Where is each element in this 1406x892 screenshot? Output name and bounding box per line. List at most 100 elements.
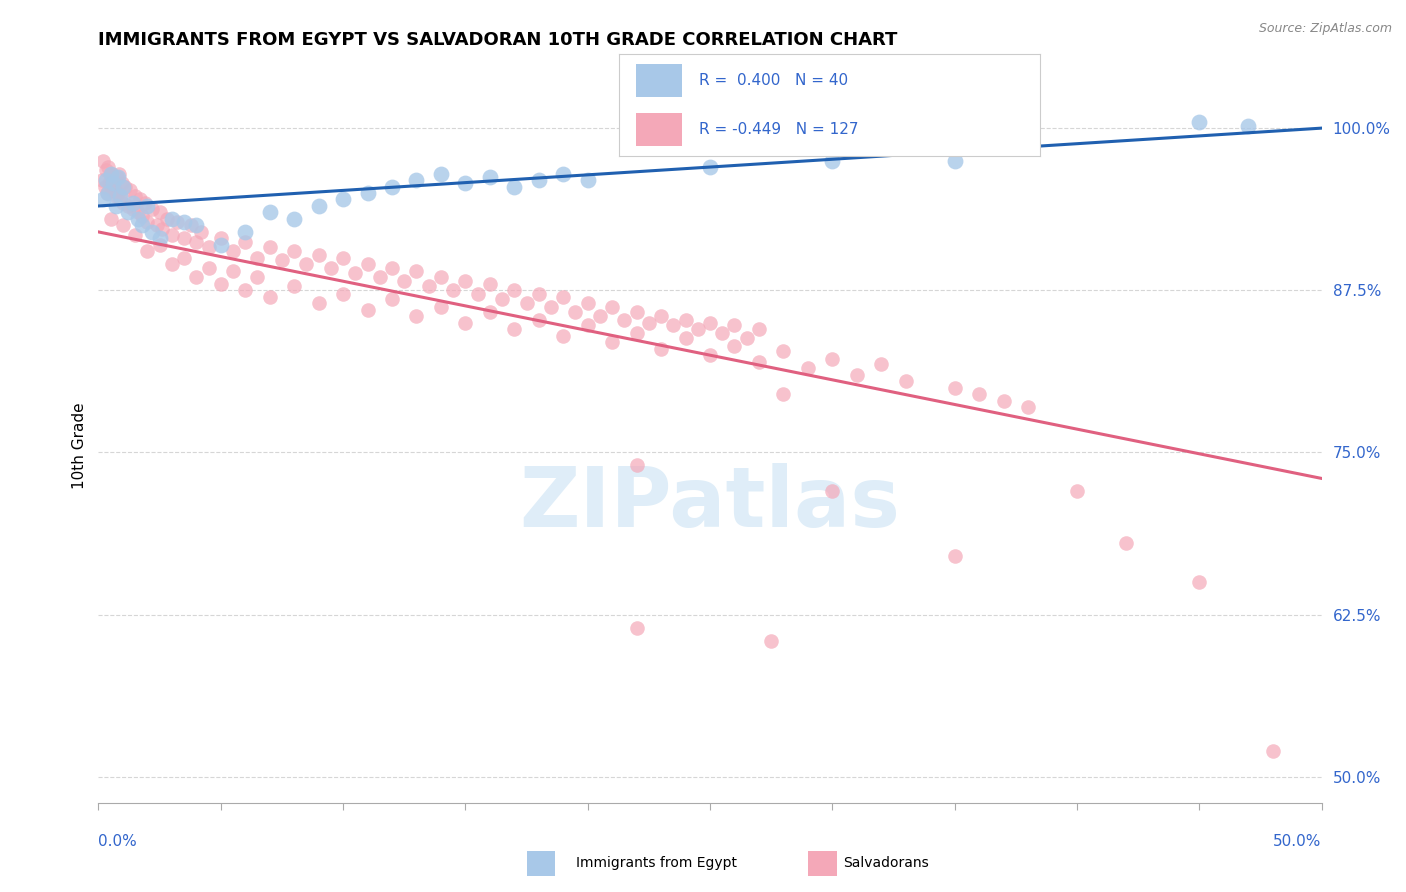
Text: 50.0%: 50.0% bbox=[1274, 834, 1322, 849]
Point bbox=[576, 173, 599, 187]
Point bbox=[711, 326, 734, 340]
Point bbox=[149, 238, 172, 252]
Point bbox=[96, 186, 118, 200]
Point bbox=[845, 368, 868, 382]
Point bbox=[222, 264, 245, 278]
Point bbox=[117, 199, 139, 213]
Point bbox=[246, 251, 269, 265]
Point bbox=[94, 162, 117, 177]
Point bbox=[308, 296, 330, 310]
Point bbox=[222, 244, 245, 259]
Point bbox=[97, 186, 120, 200]
Point bbox=[675, 313, 697, 327]
Point bbox=[180, 219, 202, 233]
Point bbox=[209, 231, 232, 245]
Point bbox=[160, 211, 183, 226]
Point bbox=[101, 183, 124, 197]
Point bbox=[600, 300, 623, 314]
Point bbox=[259, 290, 281, 304]
Point bbox=[100, 167, 122, 181]
Point bbox=[94, 173, 117, 187]
Point bbox=[662, 318, 685, 333]
Point bbox=[332, 251, 354, 265]
Point bbox=[797, 361, 820, 376]
Point bbox=[173, 214, 195, 228]
Point bbox=[101, 176, 124, 190]
Point bbox=[626, 458, 648, 473]
Point bbox=[101, 173, 124, 187]
Point bbox=[1237, 119, 1260, 133]
Point bbox=[117, 205, 139, 219]
Point bbox=[430, 167, 453, 181]
Point bbox=[503, 322, 526, 336]
Point bbox=[149, 205, 172, 219]
Point bbox=[821, 352, 844, 367]
Point bbox=[564, 305, 586, 319]
Point bbox=[368, 270, 391, 285]
Point bbox=[110, 188, 132, 202]
Point bbox=[93, 179, 115, 194]
Point bbox=[308, 248, 330, 262]
Point bbox=[105, 170, 128, 185]
Point bbox=[121, 202, 143, 216]
Point bbox=[943, 153, 966, 168]
Y-axis label: 10th Grade: 10th Grade bbox=[72, 402, 87, 490]
Point bbox=[104, 188, 127, 202]
Point bbox=[134, 196, 156, 211]
Text: Salvadorans: Salvadorans bbox=[844, 856, 929, 871]
Point bbox=[332, 287, 354, 301]
Point bbox=[209, 238, 232, 252]
Point bbox=[283, 244, 305, 259]
Point bbox=[553, 328, 575, 343]
Point bbox=[246, 270, 269, 285]
Point bbox=[1188, 114, 1211, 128]
Point bbox=[124, 188, 146, 202]
Point bbox=[821, 484, 844, 499]
Point bbox=[104, 199, 127, 213]
Point bbox=[136, 244, 159, 259]
Text: R =  0.400   N = 40: R = 0.400 N = 40 bbox=[699, 72, 848, 87]
Point bbox=[356, 302, 378, 317]
Point bbox=[576, 296, 599, 310]
Point bbox=[107, 170, 129, 185]
Point bbox=[467, 287, 489, 301]
Point bbox=[650, 342, 672, 356]
Point bbox=[91, 173, 114, 187]
Point bbox=[392, 274, 416, 288]
Point bbox=[186, 270, 208, 285]
Point bbox=[943, 381, 966, 395]
Point bbox=[1115, 536, 1137, 550]
Point bbox=[108, 167, 131, 181]
Point bbox=[418, 279, 440, 293]
Point bbox=[141, 202, 163, 216]
Point bbox=[553, 290, 575, 304]
Point bbox=[319, 261, 342, 276]
Point bbox=[146, 219, 169, 233]
Point bbox=[1261, 744, 1284, 758]
Point bbox=[381, 261, 404, 276]
Point bbox=[111, 176, 134, 190]
Point bbox=[381, 293, 404, 307]
Point bbox=[91, 153, 114, 168]
Point bbox=[699, 160, 721, 174]
Point bbox=[270, 253, 294, 268]
Point bbox=[576, 318, 599, 333]
Point bbox=[111, 219, 134, 233]
Point bbox=[600, 335, 623, 350]
Point bbox=[283, 279, 305, 293]
Point bbox=[503, 179, 526, 194]
Point bbox=[121, 196, 143, 211]
Point bbox=[114, 179, 136, 194]
Point bbox=[516, 296, 538, 310]
Point bbox=[441, 283, 464, 297]
Point bbox=[259, 205, 281, 219]
Point bbox=[1066, 484, 1088, 499]
Point bbox=[111, 179, 134, 194]
Point bbox=[626, 326, 648, 340]
Point bbox=[405, 264, 427, 278]
Point bbox=[381, 179, 404, 194]
Point bbox=[129, 193, 152, 207]
Point bbox=[967, 387, 990, 401]
Point bbox=[454, 274, 477, 288]
Point bbox=[295, 257, 318, 271]
